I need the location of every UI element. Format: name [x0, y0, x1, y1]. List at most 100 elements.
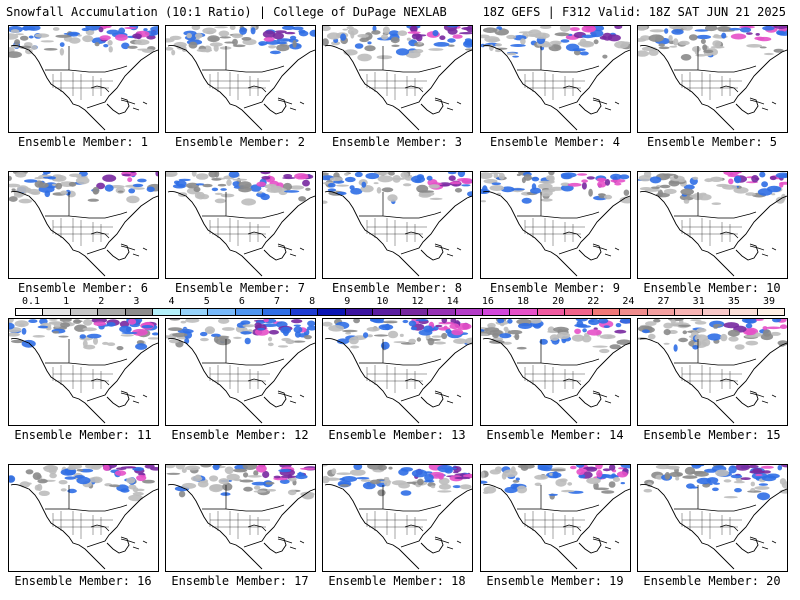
member-caption: Ensemble Member: 18	[328, 574, 466, 588]
snow-field	[241, 198, 256, 206]
snow-field	[357, 53, 372, 62]
snow-field	[767, 185, 782, 193]
snow-field	[49, 472, 57, 479]
state-borders	[366, 218, 427, 246]
state-borders	[524, 218, 585, 246]
snow-field	[294, 173, 309, 180]
snow-field	[483, 486, 497, 494]
snow-field	[373, 334, 389, 337]
snow-field	[14, 320, 29, 328]
colorbar-swatch	[675, 309, 703, 315]
member-map-16	[8, 464, 159, 572]
snow-field	[119, 320, 130, 328]
snow-field	[750, 481, 755, 487]
snow-field	[447, 172, 457, 175]
snow-field	[559, 26, 571, 32]
colorbar-swatch	[208, 309, 236, 315]
snow-field	[43, 172, 51, 175]
snow-field	[772, 319, 781, 323]
snow-field	[381, 34, 389, 40]
snow-field	[307, 320, 315, 327]
snowfall-map	[323, 172, 472, 277]
snow-field	[292, 40, 297, 48]
member-caption: Ensemble Member: 19	[486, 574, 624, 588]
snow-field	[426, 175, 433, 181]
snow-field	[260, 172, 271, 175]
snow-field	[208, 172, 218, 178]
snow-field	[461, 184, 471, 187]
colorbar-label: 8	[309, 296, 316, 307]
snow-field	[489, 185, 505, 191]
colorbar-label: 16	[481, 296, 494, 307]
snow-field	[623, 189, 630, 196]
snow-field	[280, 475, 297, 479]
snow-field	[641, 329, 650, 334]
snow-field	[406, 37, 411, 41]
country-border	[674, 485, 757, 532]
snow-field	[497, 319, 505, 324]
snow-field	[79, 334, 87, 339]
snow-field	[155, 172, 158, 177]
colorbar-swatch	[647, 309, 676, 315]
snow-field	[405, 50, 421, 59]
snow-field	[141, 325, 154, 329]
member-caption: Ensemble Member: 13	[328, 428, 466, 442]
snowfall-map	[166, 26, 315, 131]
snow-field	[691, 465, 702, 469]
snow-field	[640, 35, 651, 41]
snow-field	[211, 333, 221, 338]
snow-field	[219, 46, 232, 50]
coastline	[324, 45, 472, 131]
snow-field	[779, 489, 787, 494]
snow-field	[366, 327, 380, 332]
snow-field	[191, 172, 197, 177]
snow-field	[599, 178, 605, 182]
snow-field	[282, 26, 295, 30]
snow-field	[298, 29, 306, 34]
snow-field	[755, 33, 760, 36]
snow-field	[410, 326, 417, 331]
snow-field	[323, 321, 333, 327]
snow-field	[510, 44, 526, 47]
snow-field	[402, 183, 412, 187]
snow-field	[616, 471, 628, 478]
snow-field	[504, 486, 518, 494]
snow-field	[55, 182, 63, 190]
snow-field	[180, 320, 187, 324]
snow-field	[222, 482, 233, 491]
snow-field	[464, 39, 472, 46]
snow-field	[291, 26, 304, 31]
caribbean-islands	[434, 99, 462, 111]
snow-field	[195, 32, 203, 39]
snow-field	[81, 27, 90, 32]
snow-field	[577, 173, 588, 176]
snow-field	[169, 35, 182, 40]
snow-field	[282, 176, 296, 180]
snow-field	[532, 321, 542, 329]
snow-field	[721, 32, 727, 39]
coastline	[10, 191, 158, 277]
caribbean-islands	[592, 392, 620, 404]
state-borders	[524, 365, 585, 393]
snow-field	[447, 44, 455, 47]
snow-field	[232, 181, 240, 187]
coastline	[639, 191, 787, 277]
snow-field	[675, 476, 680, 481]
snow-field	[195, 183, 205, 186]
snow-field	[609, 465, 616, 471]
snow-field	[481, 471, 485, 479]
colorbar-swatch	[757, 309, 785, 315]
snow-field	[287, 489, 297, 496]
snow-field	[593, 487, 610, 491]
snow-field	[331, 468, 337, 475]
snow-field	[132, 491, 144, 496]
member-caption: Ensemble Member: 15	[643, 428, 781, 442]
snow-field	[323, 465, 328, 467]
snow-field	[181, 482, 197, 489]
snow-field	[405, 481, 417, 484]
snow-field	[754, 486, 770, 490]
snow-field	[438, 483, 452, 490]
snow-field	[262, 470, 270, 479]
snow-field	[14, 39, 21, 46]
snow-field	[596, 469, 603, 478]
